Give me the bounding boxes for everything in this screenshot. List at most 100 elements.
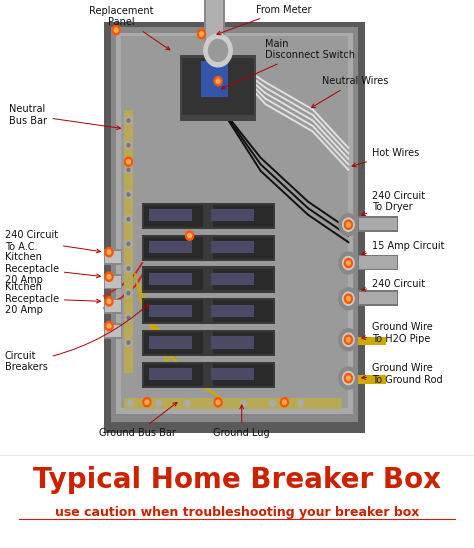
Circle shape (339, 214, 358, 236)
Circle shape (125, 314, 132, 322)
Circle shape (105, 321, 113, 330)
Bar (182, 58, 254, 115)
Text: 240 Circuit
To Dryer: 240 Circuit To Dryer (362, 191, 425, 216)
Bar (211, 209, 254, 221)
Bar (358, 337, 386, 345)
Circle shape (125, 265, 132, 272)
Bar (213, 269, 273, 290)
Circle shape (143, 398, 151, 407)
Circle shape (127, 193, 130, 196)
Bar (213, 237, 273, 259)
Text: Ground Wire
To H2O Pipe: Ground Wire To H2O Pipe (362, 322, 433, 344)
Bar (211, 368, 254, 380)
Bar (142, 298, 275, 324)
Bar (104, 299, 122, 314)
Text: Replacement
Panel: Replacement Panel (89, 5, 170, 50)
Text: Neutral
Bus Bar: Neutral Bus Bar (9, 104, 120, 130)
Bar (149, 209, 192, 221)
Bar (211, 336, 254, 349)
Circle shape (339, 252, 358, 274)
Circle shape (343, 372, 354, 385)
Circle shape (112, 25, 120, 35)
Circle shape (204, 34, 232, 67)
Circle shape (127, 159, 130, 164)
Circle shape (125, 289, 132, 297)
Bar (105, 276, 121, 288)
Circle shape (125, 166, 132, 174)
Circle shape (145, 400, 149, 404)
Bar (142, 235, 275, 261)
Circle shape (346, 376, 350, 380)
Circle shape (127, 218, 130, 221)
Circle shape (125, 141, 132, 149)
Text: 240 Circuit
To A.C.: 240 Circuit To A.C. (5, 230, 100, 253)
Circle shape (127, 267, 130, 270)
Bar (105, 300, 121, 312)
Circle shape (209, 39, 228, 61)
Circle shape (184, 400, 190, 407)
Text: Kitchen
Receptacle
20 Amp: Kitchen Receptacle 20 Amp (5, 252, 100, 285)
Circle shape (125, 215, 132, 223)
Circle shape (127, 119, 130, 122)
Bar (111, 27, 358, 422)
Bar (213, 300, 273, 322)
Circle shape (128, 400, 133, 407)
Bar (149, 241, 192, 253)
Bar (149, 336, 192, 349)
Bar (104, 323, 122, 339)
Circle shape (127, 316, 130, 319)
Circle shape (343, 256, 354, 270)
Circle shape (343, 333, 354, 346)
Circle shape (346, 222, 350, 227)
Bar (116, 33, 353, 414)
Bar (144, 300, 203, 322)
Circle shape (107, 250, 111, 254)
Circle shape (343, 292, 354, 305)
Circle shape (105, 272, 113, 282)
Circle shape (127, 242, 130, 246)
Bar (124, 110, 133, 373)
Circle shape (156, 400, 162, 407)
Circle shape (280, 398, 288, 407)
Circle shape (216, 79, 220, 83)
Bar (144, 237, 203, 259)
Circle shape (127, 341, 130, 344)
Bar (142, 203, 275, 229)
Bar (104, 274, 122, 289)
Text: 15 Amp Circuit: 15 Amp Circuit (362, 241, 445, 255)
Circle shape (216, 400, 220, 404)
Text: Ground Lug: Ground Lug (213, 405, 270, 438)
Circle shape (124, 157, 132, 167)
Circle shape (186, 231, 194, 240)
Bar (104, 22, 365, 433)
Text: 240 Circuit: 240 Circuit (362, 279, 425, 291)
Bar (105, 325, 121, 337)
Bar (149, 305, 192, 317)
Bar (211, 273, 254, 285)
Bar (142, 362, 275, 388)
Circle shape (346, 261, 350, 265)
Bar (180, 55, 256, 121)
Bar (358, 216, 398, 232)
Circle shape (344, 258, 352, 267)
Bar (104, 249, 122, 265)
Circle shape (127, 168, 130, 172)
Circle shape (344, 335, 352, 345)
Bar (358, 375, 386, 384)
Circle shape (283, 400, 286, 404)
Bar (149, 368, 192, 380)
Bar (206, 0, 223, 49)
Circle shape (214, 398, 222, 407)
Bar (144, 269, 203, 290)
Circle shape (127, 292, 130, 295)
Circle shape (188, 233, 191, 238)
Circle shape (197, 29, 205, 38)
Circle shape (298, 400, 304, 407)
Text: From Meter: From Meter (217, 5, 311, 35)
Bar (201, 61, 228, 97)
Circle shape (346, 296, 350, 301)
Bar (358, 255, 398, 270)
Bar (149, 273, 192, 285)
Bar (124, 398, 342, 409)
Circle shape (125, 240, 132, 248)
